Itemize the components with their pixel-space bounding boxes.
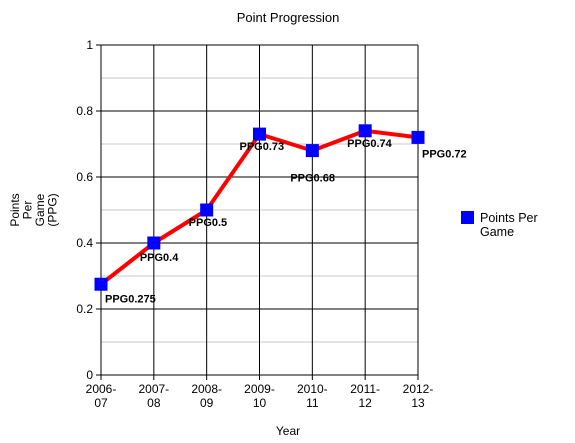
data-point-marker xyxy=(305,144,319,158)
y-tick-label: 0.6 xyxy=(76,170,93,184)
y-axis-label-line: Points xyxy=(8,193,22,226)
y-tick-label: 1 xyxy=(86,38,93,52)
x-tick-label-line: 2006- xyxy=(86,382,117,396)
x-tick-label-line: 2008- xyxy=(191,382,222,396)
x-tick-label-line: 2010- xyxy=(297,382,328,396)
data-point-marker xyxy=(94,277,108,291)
x-axis-ticks: 2006-07 2007-08 2008-09 2009-10 2010-11 2011-… xyxy=(86,375,434,410)
x-tick-label: 2008-09 xyxy=(191,382,222,410)
data-label: PPG0.74 xyxy=(347,138,393,150)
x-tick-label: 2012-13 xyxy=(403,382,434,410)
x-tick-label: 2009-10 xyxy=(244,382,275,410)
y-tick-label: 0.2 xyxy=(76,302,93,316)
x-tick-label-line: 2007- xyxy=(138,382,169,396)
x-tick-label: 2010-11 xyxy=(297,382,328,410)
legend-marker xyxy=(461,211,474,224)
series-points-per-game: PPG0.275 PPG0.4 PPG0.5 PPG0.73 PPG0.68 PPG0.7… xyxy=(94,124,467,305)
y-tick-label: 0 xyxy=(86,368,93,382)
y-axis-label-line: Per xyxy=(21,201,35,220)
x-tick-label-line: 09 xyxy=(200,396,214,410)
data-label: PPG0.4 xyxy=(140,252,179,264)
data-point-marker xyxy=(200,203,214,217)
data-label: PPG0.73 xyxy=(240,141,285,153)
x-tick-label-line: 2011- xyxy=(350,382,380,396)
data-point-marker xyxy=(358,124,372,138)
y-tick-label: 0.8 xyxy=(76,104,93,118)
x-axis-label: Year xyxy=(276,424,300,438)
data-label: PPG0.5 xyxy=(189,217,228,229)
legend: Points Per Game xyxy=(461,211,538,239)
legend-label-line: Points Per xyxy=(480,211,538,225)
x-tick-label-line: 13 xyxy=(411,396,425,410)
x-tick-label-line: 2009- xyxy=(244,382,275,396)
y-axis-label-line: Game xyxy=(33,193,47,226)
x-tick-label: 2011-12 xyxy=(350,382,380,410)
x-tick-label-line: 10 xyxy=(253,396,267,410)
y-axis-label-text: PointsPerGame(PPG) xyxy=(8,193,60,226)
legend-label-line: Game xyxy=(480,225,514,239)
y-tick-label: 0.4 xyxy=(76,236,93,250)
data-point-marker xyxy=(147,236,161,250)
x-tick-label-line: 07 xyxy=(94,396,108,410)
data-label: PPG0.68 xyxy=(290,173,335,185)
y-axis-ticks: 0 0.2 0.4 0.6 0.8 1 xyxy=(76,38,101,382)
x-tick-label-line: 08 xyxy=(147,396,161,410)
x-tick-label-line: 2012- xyxy=(403,382,434,396)
x-tick-label-line: 12 xyxy=(358,396,372,410)
x-tick-label-line: 11 xyxy=(306,396,319,410)
legend-label: Points Per Game xyxy=(480,211,538,239)
x-tick-label: 2007-08 xyxy=(138,382,169,410)
data-label: PPG0.72 xyxy=(422,148,467,160)
data-point-marker xyxy=(411,130,425,144)
plot-grid xyxy=(100,44,419,376)
x-tick-label: 2006-07 xyxy=(86,382,117,410)
y-axis-label-line: (PPG) xyxy=(46,193,60,226)
y-axis-label: PointsPerGame(PPG) xyxy=(8,193,60,226)
data-label: PPG0.275 xyxy=(105,293,156,305)
data-point-marker xyxy=(253,127,266,141)
chart-title: Point Progression xyxy=(237,10,340,25)
